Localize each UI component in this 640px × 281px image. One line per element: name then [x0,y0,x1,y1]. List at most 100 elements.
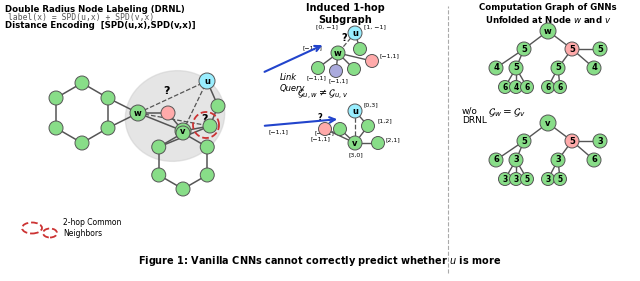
Text: 6: 6 [591,155,597,164]
Text: Double Radius Node Labeling (DRNL): Double Radius Node Labeling (DRNL) [5,5,185,14]
Circle shape [348,136,362,150]
Text: 5: 5 [524,175,529,183]
Text: 5: 5 [521,137,527,146]
Text: w: w [334,49,342,58]
Text: w: w [544,26,552,35]
Text: 5: 5 [597,44,603,53]
Text: u: u [352,28,358,37]
Text: [−1,1]: [−1,1] [314,130,334,135]
Text: [−1,0]: [−1,0] [302,45,322,50]
Circle shape [348,26,362,40]
Circle shape [365,55,378,67]
Circle shape [49,121,63,135]
Circle shape [509,80,522,94]
Text: v: v [352,139,358,148]
Text: ?: ? [164,86,170,96]
Text: 3: 3 [555,155,561,164]
Text: ?: ? [341,33,347,43]
Circle shape [371,137,385,149]
Text: Link
Query: Link Query [280,73,305,93]
Text: [1, −1]: [1, −1] [364,24,386,29]
Text: 4: 4 [513,83,518,92]
Circle shape [75,76,89,90]
Circle shape [348,104,362,118]
Text: 3: 3 [502,175,508,183]
Circle shape [331,46,345,60]
Circle shape [353,42,367,56]
Circle shape [176,126,190,140]
Circle shape [565,134,579,148]
Circle shape [152,168,166,182]
Text: u: u [204,76,210,85]
Circle shape [587,61,601,75]
Circle shape [517,42,531,56]
Circle shape [200,140,214,154]
Text: 5: 5 [521,44,527,53]
Text: $\mathcal{G}_w=\mathcal{G}_v$: $\mathcal{G}_w=\mathcal{G}_v$ [488,106,525,119]
Text: 6: 6 [493,155,499,164]
Text: [1,2]: [1,2] [377,118,392,123]
Circle shape [348,62,360,76]
Text: 4: 4 [493,64,499,72]
Circle shape [593,134,607,148]
Text: Induced 1-hop
Subgraph: Induced 1-hop Subgraph [306,3,385,25]
Circle shape [551,153,565,167]
Text: 6: 6 [524,83,530,92]
Text: 5: 5 [569,44,575,53]
Circle shape [551,61,565,75]
Text: 6: 6 [557,83,563,92]
Text: u: u [352,106,358,115]
Text: 5: 5 [555,64,561,72]
Circle shape [554,80,566,94]
Text: 5: 5 [557,175,563,183]
Circle shape [509,173,522,185]
Circle shape [489,61,503,75]
Circle shape [541,80,554,94]
Circle shape [540,115,556,131]
Text: [−1,1]: [−1,1] [380,53,400,58]
Circle shape [520,173,534,185]
Circle shape [330,65,342,78]
Text: 5: 5 [569,137,575,146]
Text: w: w [134,108,142,117]
Text: [−1,1]: [−1,1] [310,136,330,141]
Text: ?: ? [317,113,323,122]
Text: 4: 4 [591,64,597,72]
Text: [−1,1]: [−1,1] [306,75,326,80]
Circle shape [203,119,217,133]
Circle shape [509,153,523,167]
Circle shape [509,61,523,75]
Ellipse shape [125,71,225,161]
Circle shape [319,123,332,135]
Circle shape [49,91,63,105]
Circle shape [499,80,511,94]
Text: [2,1]: [2,1] [386,137,401,142]
Text: [−1,1]: [−1,1] [328,78,348,83]
Text: v: v [545,119,551,128]
Text: [3,0]: [3,0] [349,152,364,157]
Circle shape [593,42,607,56]
Text: 3: 3 [545,175,550,183]
Text: 5: 5 [513,64,519,72]
Circle shape [540,23,556,39]
Text: 6: 6 [502,83,508,92]
Circle shape [333,123,346,135]
Circle shape [75,136,89,150]
Circle shape [199,73,215,89]
Circle shape [499,173,511,185]
Circle shape [554,173,566,185]
Text: $\mathcal{G}_{u,w}\neq\mathcal{G}_{u,v}$: $\mathcal{G}_{u,w}\neq\mathcal{G}_{u,v}$ [297,88,348,102]
Circle shape [312,62,324,74]
Circle shape [587,153,601,167]
Text: 3: 3 [513,175,518,183]
Circle shape [152,140,166,154]
Circle shape [520,80,534,94]
Text: 2-hop Common
Neighbors: 2-hop Common Neighbors [63,218,122,238]
Circle shape [565,42,579,56]
Text: 6: 6 [545,83,550,92]
Circle shape [161,106,175,120]
Text: Figure 1: Vanilla CNNs cannot correctly predict whether $u$ is more: Figure 1: Vanilla CNNs cannot correctly … [138,254,502,268]
Text: 3: 3 [513,155,519,164]
Circle shape [175,123,191,139]
Circle shape [130,105,146,121]
